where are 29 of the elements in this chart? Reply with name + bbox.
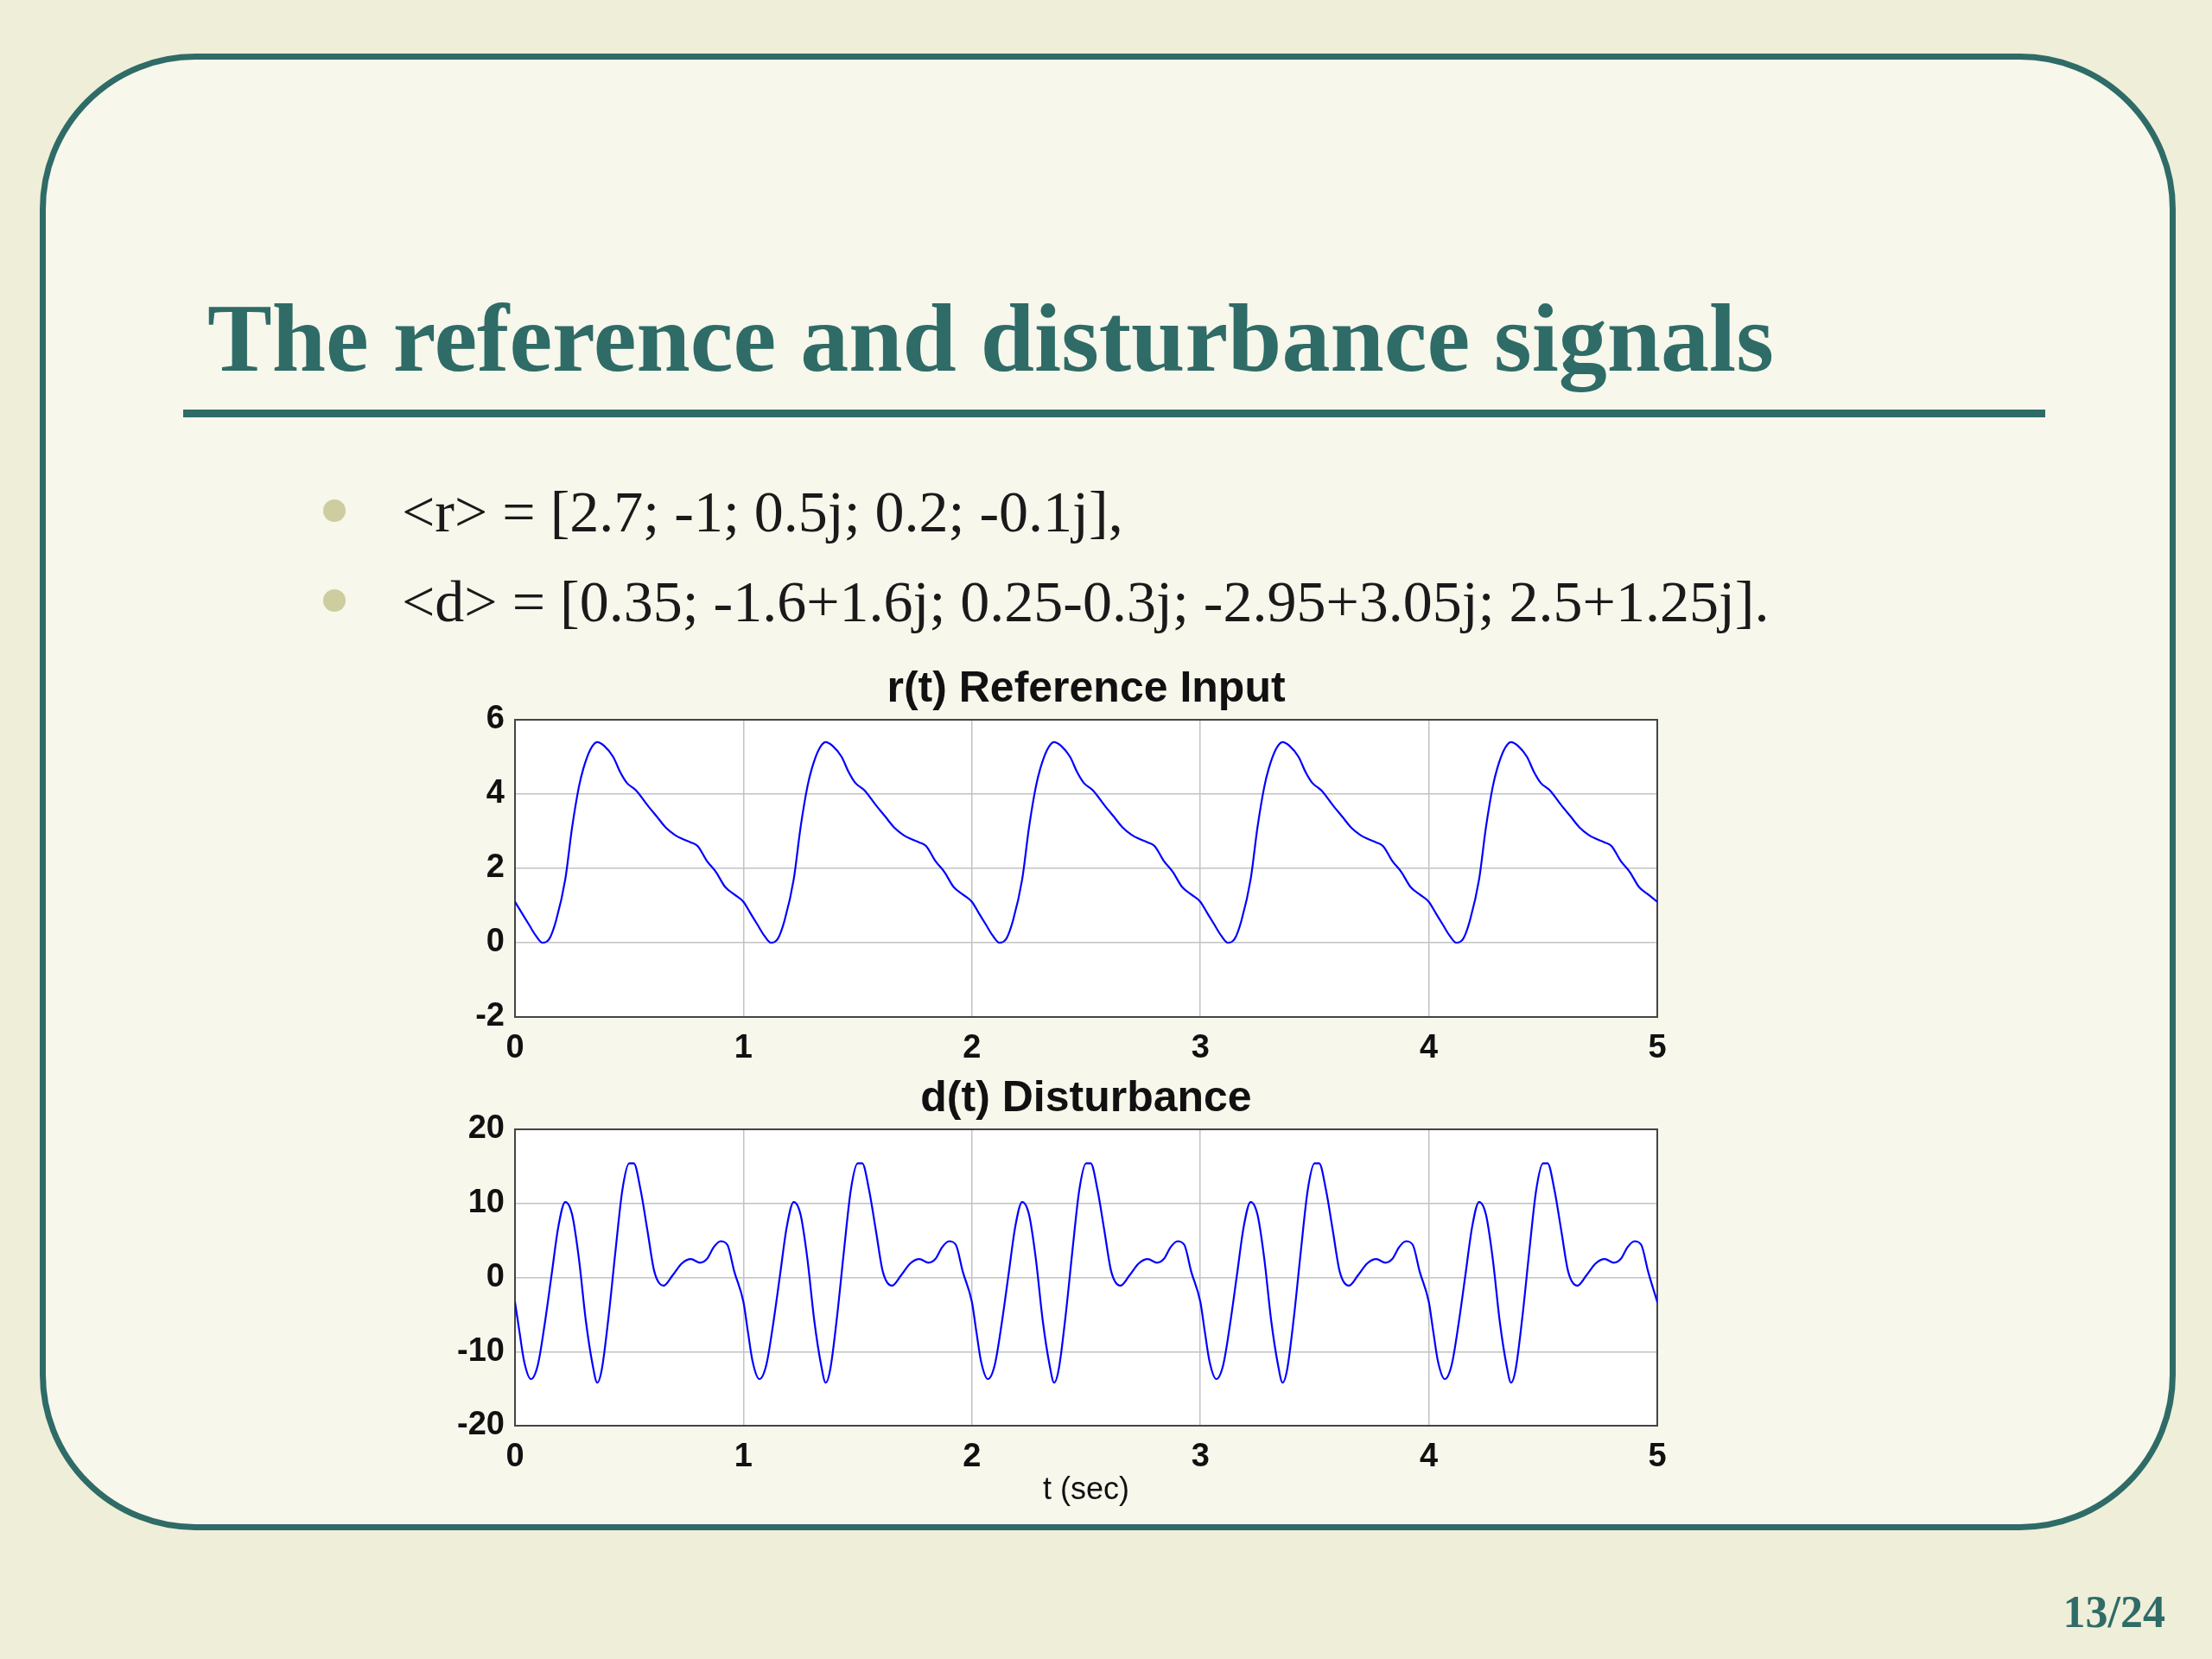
text: The reference and disturbance signals (207, 284, 1774, 391)
chart-title: d(t) Disturbance (920, 1071, 1252, 1121)
y-tick-label: -2 (475, 996, 505, 1033)
y-tick-label: 2 (486, 848, 505, 885)
y-tick-label: 4 (486, 773, 505, 810)
y-tick-label: 20 (467, 1109, 505, 1146)
y-tick-label: -20 (457, 1405, 505, 1442)
x-tick-label: 2 (963, 1028, 982, 1065)
y-tick-label: 0 (486, 1256, 505, 1294)
chart-title: r(t) Reference Input (887, 662, 1286, 711)
x-tick-label: 4 (1420, 1437, 1439, 1474)
y-tick-label: 0 (486, 922, 505, 959)
x-tick-label: 4 (1420, 1028, 1439, 1065)
text: <r> = [2.7; -1; 0.5j; 0.2; -0.1j], (402, 479, 1123, 544)
x-tick-label: 2 (963, 1437, 982, 1474)
y-tick-label: -10 (457, 1331, 505, 1368)
y-tick-label: 10 (467, 1183, 505, 1220)
x-tick-label: 5 (1648, 1028, 1667, 1065)
line-series (515, 741, 1657, 944)
x-axis-title: t (sec) (1042, 1471, 1130, 1507)
x-tick-label: 3 (1191, 1437, 1210, 1474)
y-tick-label: 6 (486, 699, 505, 736)
text: 13/24 (2063, 1587, 2165, 1637)
text: <d> = [0.35; -1.6+1.6j; 0.25-0.3j; -2.95+3.05j; 2.5+1.25j]. (402, 569, 1770, 634)
line-series (515, 1162, 1657, 1384)
x-tick-label: 5 (1648, 1437, 1667, 1474)
x-tick-label: 1 (734, 1028, 753, 1065)
x-tick-label: 1 (734, 1437, 753, 1474)
x-tick-label: 3 (1191, 1028, 1210, 1065)
